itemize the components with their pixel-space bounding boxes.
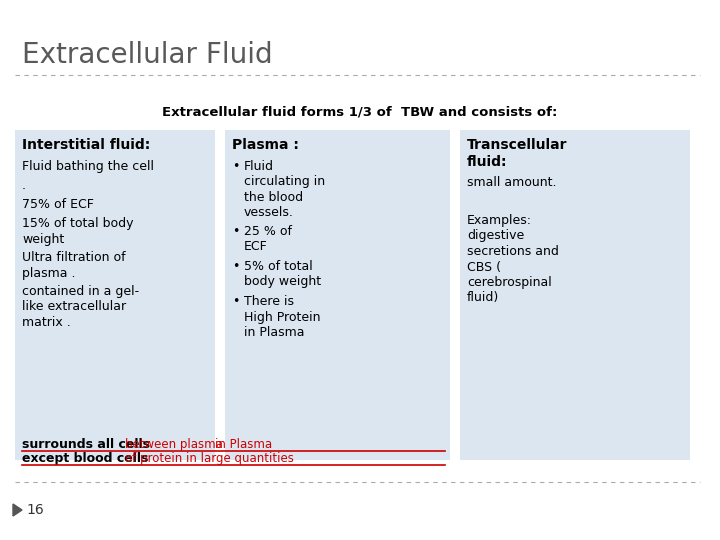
Text: Extracellular fluid forms 1/3 of  TBW and consists of:: Extracellular fluid forms 1/3 of TBW and… bbox=[162, 105, 558, 118]
FancyBboxPatch shape bbox=[460, 130, 690, 460]
Text: contained in a gel-
like extracellular
matrix .: contained in a gel- like extracellular m… bbox=[22, 285, 139, 329]
Polygon shape bbox=[13, 504, 22, 516]
Text: Transcellular
fluid:: Transcellular fluid: bbox=[467, 138, 567, 168]
Text: Fluid bathing the cell: Fluid bathing the cell bbox=[22, 160, 154, 173]
Text: 16: 16 bbox=[26, 503, 44, 517]
FancyBboxPatch shape bbox=[15, 130, 215, 460]
Text: •: • bbox=[232, 225, 239, 238]
Text: Fluid
circulating in
the blood
vessels.: Fluid circulating in the blood vessels. bbox=[244, 160, 325, 219]
Text: except blood cells: except blood cells bbox=[22, 452, 148, 465]
Text: in Plasma: in Plasma bbox=[215, 438, 272, 451]
Text: 75% of ECF: 75% of ECF bbox=[22, 198, 94, 211]
FancyBboxPatch shape bbox=[225, 130, 450, 460]
Text: 5% of total
body weight: 5% of total body weight bbox=[244, 260, 321, 288]
Text: 25 % of
ECF: 25 % of ECF bbox=[244, 225, 292, 253]
Text: 15% of total body
weight: 15% of total body weight bbox=[22, 217, 133, 246]
Text: Ultra filtration of
plasma .: Ultra filtration of plasma . bbox=[22, 251, 125, 280]
Text: Examples:
digestive
secretions and
CBS (
cerebrospinal
fluid): Examples: digestive secretions and CBS (… bbox=[467, 214, 559, 305]
Text: surrounds all cells: surrounds all cells bbox=[22, 438, 150, 451]
Text: •: • bbox=[232, 260, 239, 273]
Text: Plasma :: Plasma : bbox=[232, 138, 299, 152]
Text: Interstitial fluid:: Interstitial fluid: bbox=[22, 138, 150, 152]
Text: of protein in large quantities: of protein in large quantities bbox=[125, 452, 294, 465]
Text: .: . bbox=[22, 179, 26, 192]
Text: between plasma: between plasma bbox=[125, 438, 223, 451]
Text: small amount.: small amount. bbox=[467, 176, 557, 189]
Text: Extracellular Fluid: Extracellular Fluid bbox=[22, 41, 273, 69]
Text: •: • bbox=[232, 160, 239, 173]
Text: •: • bbox=[232, 295, 239, 308]
Text: There is
High Protein
in Plasma: There is High Protein in Plasma bbox=[244, 295, 320, 339]
